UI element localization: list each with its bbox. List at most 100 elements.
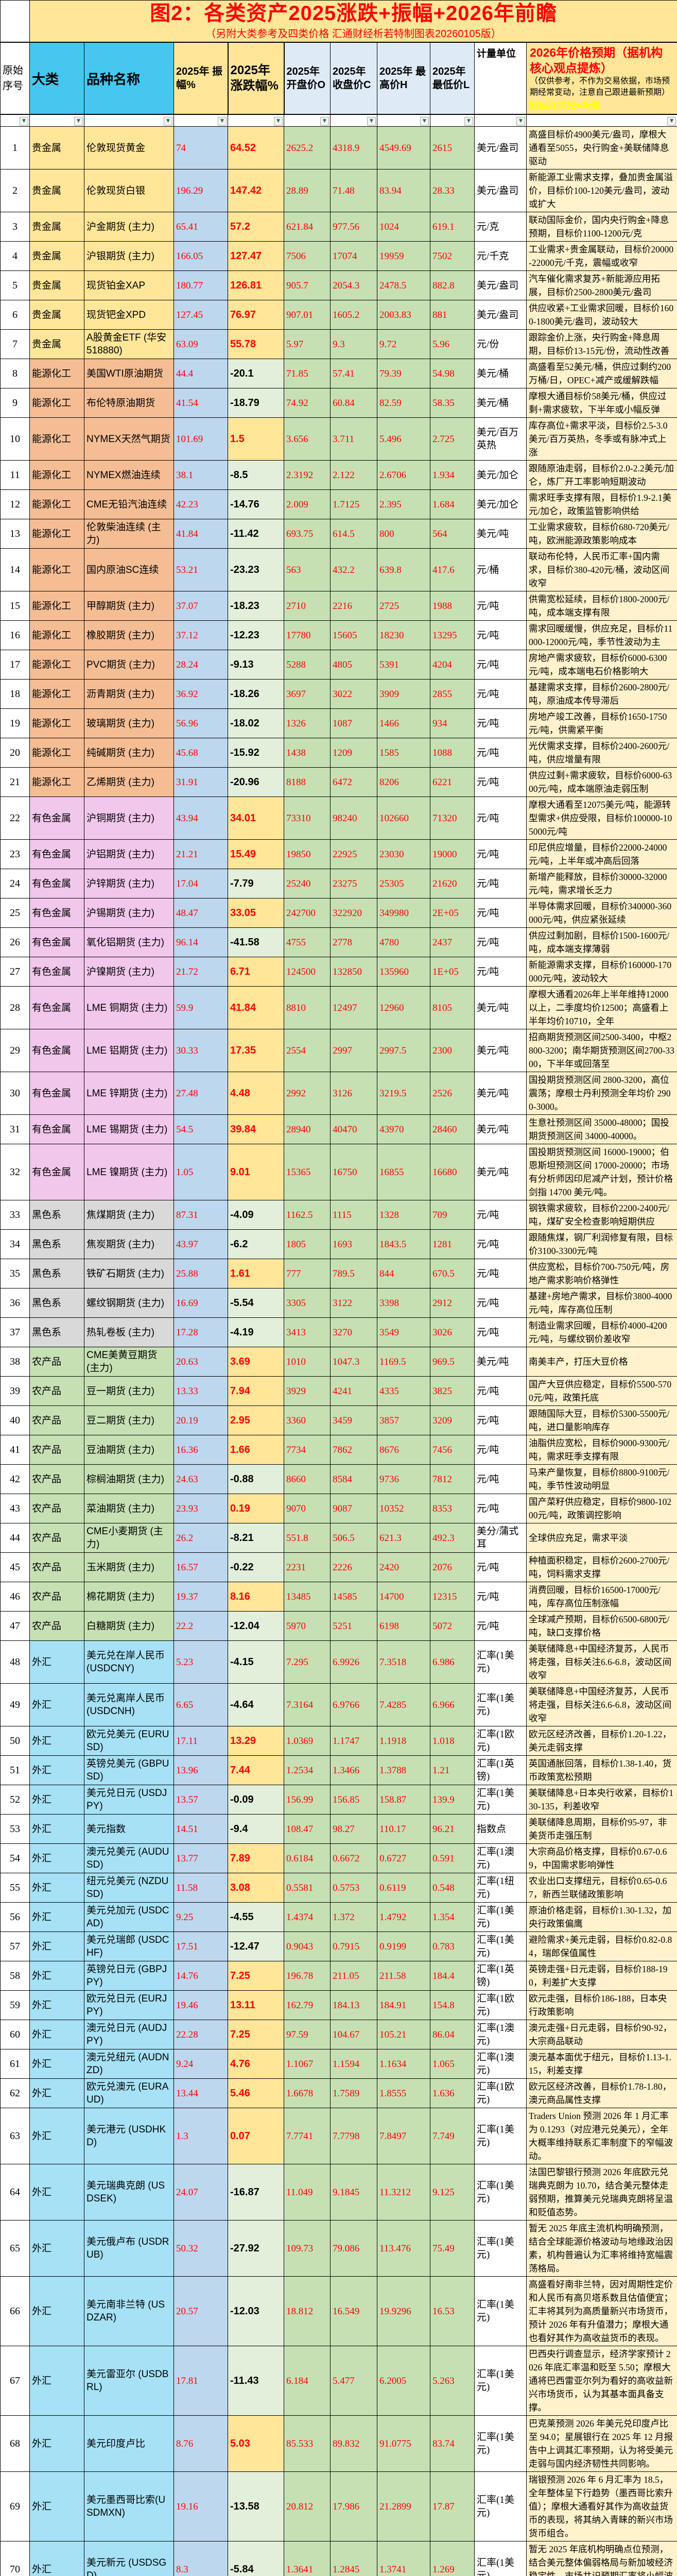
cell-name: 沥青期货 (主力) <box>84 680 174 709</box>
cell-low: 8105 <box>430 987 475 1029</box>
cell-open: 777 <box>284 1259 331 1289</box>
cell-outlook: 国产大豆供应稳定，目标价5500-5700元/吨，政策托底 <box>527 1377 677 1406</box>
cell-amplitude: 13.96 <box>174 1756 228 1785</box>
cell-amplitude: 14.51 <box>174 1815 228 1844</box>
title-cell: 图2：各类资产2025涨跌+振幅+2026年前瞻 （另附大类参考及四类价格 汇通… <box>30 1 677 43</box>
cell-serial: 49 <box>1 1684 30 1726</box>
cell-amplitude: 13.57 <box>174 1785 228 1815</box>
filter-dropdown-icon[interactable]: ▼ <box>274 117 283 126</box>
cell-unit: 汇率(1欧元) <box>475 1726 527 1756</box>
cell-open: 1805 <box>284 1230 331 1259</box>
cell-high: 8676 <box>377 1435 430 1465</box>
cell-open: 7.3164 <box>284 1684 331 1726</box>
cell-name: 美元墨西哥比索(USDMXN) <box>84 2472 174 2541</box>
cell-category: 外汇 <box>30 1903 84 1932</box>
filter-dropdown-icon[interactable]: ▼ <box>516 117 525 126</box>
cell-name: 国内原油SC连续 <box>84 549 174 591</box>
filter-dropdown-icon[interactable]: ▼ <box>420 117 429 126</box>
cell-amplitude: 6.65 <box>174 1684 228 1726</box>
cell-outlook: 欧元走强，目标价186-188，日本央行政策影响 <box>527 1991 677 2020</box>
cell-high: 23030 <box>377 840 430 869</box>
cell-low: 75.49 <box>430 2221 475 2277</box>
cell-unit: 汇率(1英镑) <box>475 1756 527 1785</box>
cell-unit: 汇率(1美元) <box>475 1932 527 1961</box>
cell-high: 3219.5 <box>377 1072 430 1115</box>
cell-category: 贵金属 <box>30 271 84 300</box>
cell-low: 6221 <box>430 768 475 797</box>
cell-close: 506.5 <box>331 1523 377 1553</box>
cell-category: 黑色系 <box>30 1230 84 1259</box>
filter-cell: ▼ <box>527 114 677 127</box>
cell-serial: 18 <box>1 680 30 709</box>
cell-change: -16.87 <box>228 2164 284 2221</box>
cell-amplitude: 9.25 <box>174 1903 228 1932</box>
cell-unit: 元/吨 <box>475 591 527 621</box>
cell-serial: 9 <box>1 388 30 418</box>
cell-category: 外汇 <box>30 1991 84 2020</box>
filter-dropdown-icon[interactable]: ▼ <box>20 117 28 126</box>
cell-amplitude: 31.91 <box>174 768 228 797</box>
cell-close: 1087 <box>331 709 377 738</box>
cell-change: 5.03 <box>228 2416 284 2472</box>
filter-dropdown-icon[interactable]: ▼ <box>667 117 676 126</box>
filter-dropdown-icon[interactable]: ▼ <box>218 117 227 126</box>
cell-high: 110.17 <box>377 1815 430 1844</box>
cell-outlook: 供应宽松，目标价700-750元/吨，房地产需求影响价格弹性 <box>527 1259 677 1289</box>
cell-name: LME 镍期货 (主力) <box>84 1144 174 1200</box>
cell-low: 13295 <box>430 621 475 650</box>
cell-change: -12.23 <box>228 621 284 650</box>
cell-unit: 美元/盎司 <box>475 127 527 170</box>
cell-change: 127.47 <box>228 242 284 271</box>
cell-close: 2216 <box>331 591 377 621</box>
cell-low: 1.269 <box>430 2541 475 2576</box>
cell-open: 4755 <box>284 928 331 957</box>
cell-high: 2.395 <box>377 490 430 519</box>
cell-name: 美元兑加元 (USDCAD) <box>84 1903 174 1932</box>
cell-change: -14.76 <box>228 490 284 519</box>
cell-unit: 元/吨 <box>475 768 527 797</box>
cell-unit: 汇率(1澳元) <box>475 2049 527 2079</box>
cell-category: 有色金属 <box>30 869 84 899</box>
cell-name: 沪镍期货 (主力) <box>84 957 174 987</box>
cell-low: 2076 <box>430 1553 475 1582</box>
cell-close: 1.372 <box>331 1903 377 1932</box>
cell-amplitude: 22.28 <box>174 2020 228 2049</box>
filter-dropdown-icon[interactable]: ▼ <box>367 117 376 126</box>
cell-unit: 汇率(1欧元) <box>475 1991 527 2020</box>
cell-unit: 汇率(1美元) <box>475 2221 527 2277</box>
filter-dropdown-icon[interactable]: ▼ <box>164 117 172 126</box>
cell-close: 1.3466 <box>331 1756 377 1785</box>
cell-open: 124500 <box>284 957 331 987</box>
cell-open: 2625.2 <box>284 127 331 170</box>
cell-high: 105.21 <box>377 2020 430 2049</box>
cell-close: 57.41 <box>331 359 377 388</box>
cell-low: 8353 <box>430 1494 475 1523</box>
cell-change: -8.21 <box>228 1523 284 1553</box>
cell-close: 2778 <box>331 928 377 957</box>
cell-low: 154.8 <box>430 1991 475 2020</box>
cell-serial: 36 <box>1 1289 30 1318</box>
cell-category: 外汇 <box>30 2108 84 2164</box>
cell-amplitude: 16.57 <box>174 1553 228 1582</box>
cell-low: 0.783 <box>430 1932 475 1961</box>
cell-unit: 美元/吨 <box>475 1347 527 1377</box>
cell-category: 能源化工 <box>30 650 84 680</box>
cell-high: 19959 <box>377 242 430 271</box>
cell-name: 白糖期货 (主力) <box>84 1612 174 1641</box>
cell-high: 1585 <box>377 738 430 768</box>
filter-dropdown-icon[interactable]: ▼ <box>464 117 473 126</box>
cell-high: 621.3 <box>377 1523 430 1553</box>
cell-outlook: 汽车催化需求复苏+新能源应用拓展，目标价2500-2800美元/盎司 <box>527 271 677 300</box>
filter-dropdown-icon[interactable]: ▼ <box>320 117 329 126</box>
filter-dropdown-icon[interactable]: ▼ <box>74 117 83 126</box>
cell-category: 外汇 <box>30 2221 84 2277</box>
cell-unit: 元/桶 <box>475 549 527 591</box>
cell-change: 6.71 <box>228 957 284 987</box>
cell-high: 800 <box>377 519 430 549</box>
cell-name: 美元港元 (USDHKD) <box>84 2108 174 2164</box>
